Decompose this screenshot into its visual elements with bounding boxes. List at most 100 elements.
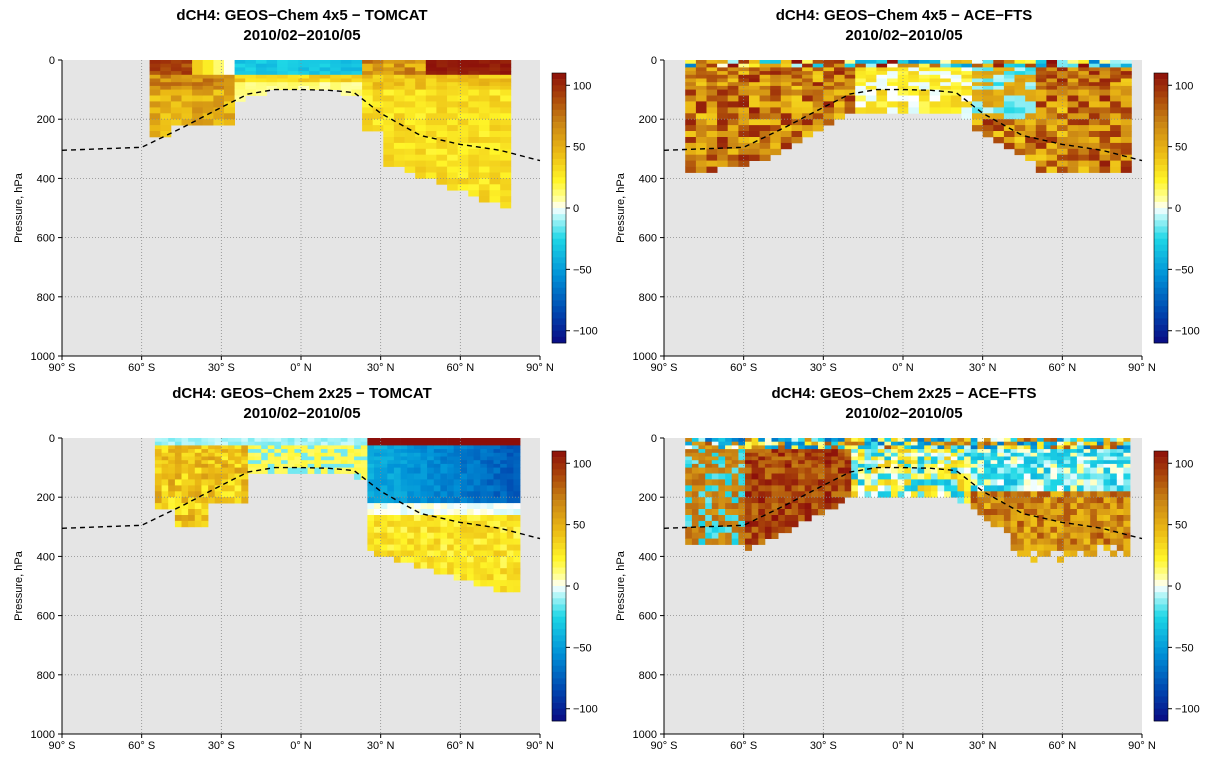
heatmap-cell [1090, 526, 1098, 534]
heatmap-cell [480, 544, 488, 551]
heatmap-cell [802, 63, 814, 68]
heatmap-cell [758, 456, 766, 461]
heatmap-cell [855, 71, 867, 76]
heatmap-cell [372, 113, 384, 120]
heatmap-cell [717, 85, 729, 90]
heatmap-cell [1120, 89, 1132, 96]
heatmap-cell [937, 467, 945, 474]
heatmap-cell [213, 63, 225, 68]
heatmap-cell [993, 71, 1005, 76]
heatmap-cell [778, 497, 786, 504]
heatmap-cell [247, 445, 255, 450]
heatmap-cell [930, 449, 938, 454]
heatmap-cell [372, 63, 384, 68]
colorbar-swatch [1154, 208, 1168, 215]
heatmap-cell [1030, 556, 1038, 563]
heatmap-cell [950, 479, 958, 486]
heatmap-cell [804, 445, 812, 450]
colorbar-tick-label: −100 [1175, 704, 1200, 716]
heatmap-cell [486, 520, 494, 528]
heatmap-cell [383, 142, 395, 150]
heatmap-cell [990, 467, 998, 474]
heatmap-cell [818, 460, 825, 465]
heatmap-cell [447, 71, 459, 76]
heatmap-cell [202, 71, 214, 76]
heatmap-cell [188, 449, 196, 454]
heatmap-cell [691, 503, 699, 510]
x-tick-label: 60° S [128, 362, 155, 374]
heatmap-cell [831, 485, 839, 492]
heatmap-cell [877, 463, 885, 468]
heatmap-cell [266, 82, 278, 87]
heatmap-cell [427, 485, 435, 492]
heatmap-cell [908, 78, 920, 83]
heatmap-cell [1090, 438, 1098, 443]
heatmap-cell [1099, 119, 1111, 126]
heatmap-cell [804, 452, 812, 457]
heatmap-cell [400, 452, 408, 457]
colorbar-swatch [552, 140, 566, 147]
heatmap-cell [447, 473, 455, 480]
heatmap-cell [188, 445, 196, 450]
x-tick-label: 60° N [1049, 740, 1077, 752]
heatmap-cell [970, 485, 978, 492]
colorbar-swatch [1154, 481, 1168, 489]
heatmap-cell [168, 438, 176, 443]
heatmap-cell [871, 441, 879, 446]
heatmap-cell [1035, 148, 1047, 156]
heatmap-cell [301, 438, 308, 443]
heatmap-cell [513, 509, 521, 516]
heatmap-cell [745, 438, 752, 443]
heatmap-cell [174, 491, 182, 498]
heatmap-cell [811, 479, 819, 486]
heatmap-cell [798, 441, 806, 446]
heatmap-cell [937, 438, 945, 443]
colorbar-swatch [552, 171, 566, 178]
heatmap-cell [287, 438, 295, 443]
heatmap-cell [778, 463, 786, 468]
heatmap-cell [1090, 467, 1098, 474]
heatmap-cell [759, 74, 771, 79]
heatmap-cell [374, 449, 381, 454]
panel-title-line1: dCH4: GEOS−Chem 2x25 − TOMCAT [172, 385, 432, 402]
heatmap-cell [1088, 113, 1100, 120]
heatmap-cell [698, 456, 706, 461]
heatmap-cell [478, 142, 490, 150]
colorbar-tick-label: 50 [1175, 142, 1187, 154]
heatmap-cell [950, 107, 962, 114]
heatmap-cell [725, 520, 733, 528]
heatmap-cell [194, 485, 202, 492]
heatmap-cell [706, 101, 718, 108]
heatmap-cell [725, 438, 733, 443]
heatmap-cell [1046, 85, 1058, 90]
heatmap-cell [897, 95, 909, 102]
heatmap-cell [1116, 452, 1124, 457]
heatmap-cell [181, 60, 193, 65]
colorbar-swatch [552, 451, 566, 458]
heatmap-cell [415, 172, 427, 179]
heatmap-cell [1037, 445, 1045, 450]
heatmap-cell [447, 178, 459, 185]
heatmap-cell [1025, 74, 1037, 79]
heatmap-cell [770, 119, 782, 126]
heatmap-cell [1063, 544, 1071, 551]
heatmap-cell [298, 63, 310, 68]
heatmap-cell [970, 449, 978, 454]
heatmap-cell [1099, 95, 1111, 102]
heatmap-cell [823, 63, 835, 68]
heatmap-cell [160, 74, 172, 79]
heatmap-cell [791, 67, 803, 72]
heatmap-cell [1057, 71, 1068, 76]
heatmap-cell [354, 456, 362, 461]
heatmap-cell [500, 125, 512, 132]
heatmap-cell [706, 95, 718, 102]
heatmap-cell [453, 456, 461, 461]
heatmap-cell [362, 63, 374, 68]
heatmap-cell [468, 107, 480, 114]
heatmap-cell [460, 438, 468, 443]
heatmap-cell [1099, 63, 1111, 68]
heatmap-cell [330, 71, 342, 76]
heatmap-cell [170, 71, 182, 76]
heatmap-cell [457, 172, 469, 179]
